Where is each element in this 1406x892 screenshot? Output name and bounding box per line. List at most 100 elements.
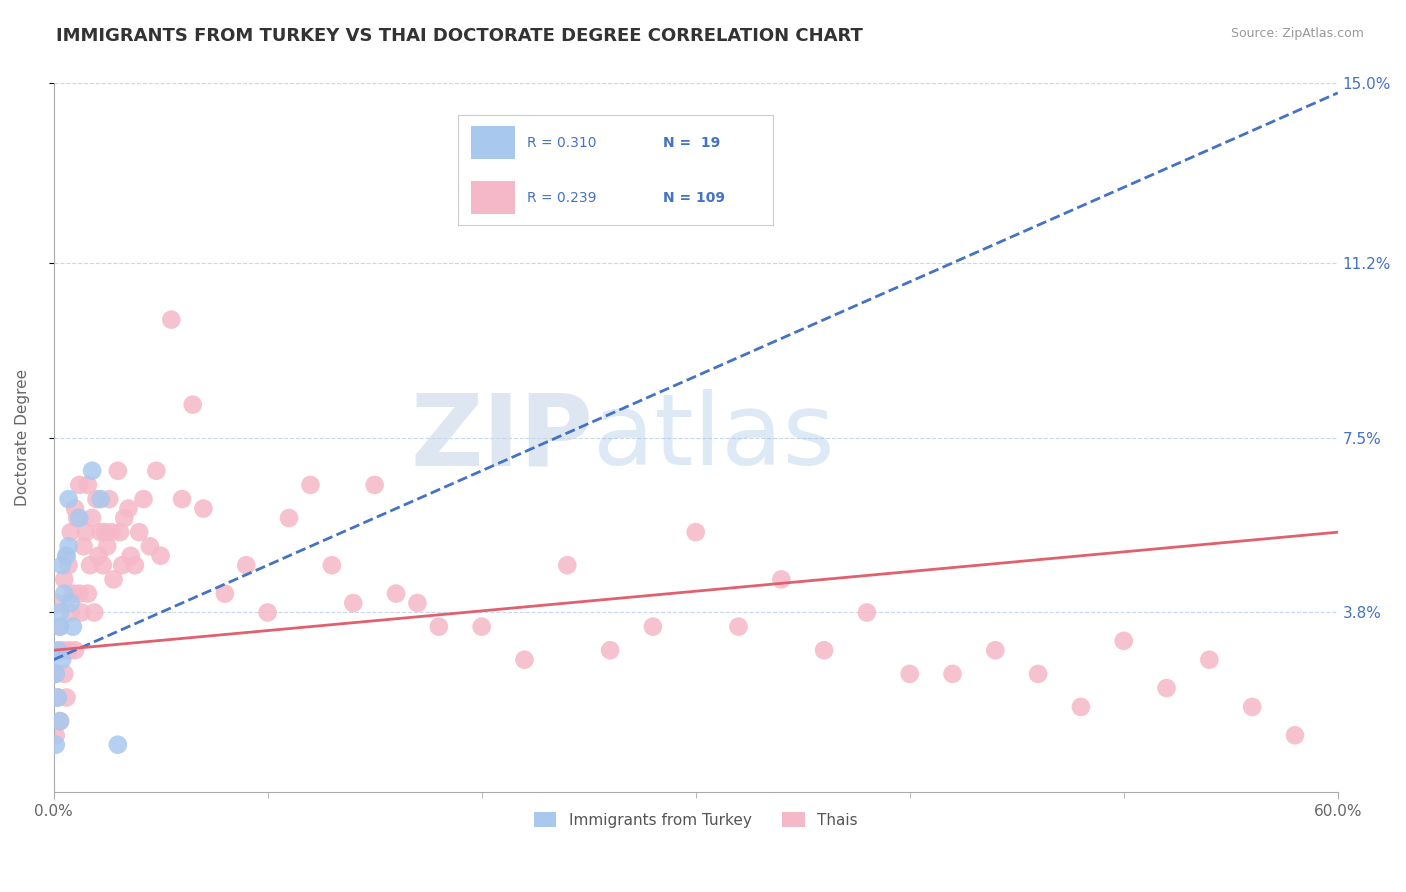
Point	[91, 558, 114, 573]
Point	[51, 653, 73, 667]
Point	[149, 549, 172, 563]
Point	[79, 558, 101, 573]
Point	[1026, 666, 1049, 681]
Point	[107, 464, 129, 478]
Point	[406, 596, 429, 610]
Point	[49, 606, 72, 620]
Point	[235, 558, 257, 573]
Point	[321, 558, 343, 573]
Point	[181, 398, 204, 412]
Point	[94, 525, 117, 540]
Point	[55, 690, 77, 705]
Point	[49, 714, 72, 728]
Point	[87, 549, 110, 563]
Point	[46, 690, 69, 705]
Point	[299, 478, 322, 492]
Point	[813, 643, 835, 657]
Point	[898, 666, 921, 681]
Point	[342, 596, 364, 610]
Legend: Immigrants from Turkey, Thais: Immigrants from Turkey, Thais	[527, 805, 863, 834]
Point	[100, 525, 122, 540]
Point	[770, 573, 793, 587]
Point	[117, 501, 139, 516]
Point	[55, 549, 77, 563]
Point	[53, 586, 76, 600]
Point	[75, 525, 97, 540]
Point	[66, 511, 89, 525]
Point	[256, 606, 278, 620]
Point	[427, 620, 450, 634]
Point	[63, 501, 86, 516]
Point	[1241, 700, 1264, 714]
Point	[278, 511, 301, 525]
Point	[599, 643, 621, 657]
Text: IMMIGRANTS FROM TURKEY VS THAI DOCTORATE DEGREE CORRELATION CHART: IMMIGRANTS FROM TURKEY VS THAI DOCTORATE…	[56, 27, 863, 45]
Text: Source: ZipAtlas.com: Source: ZipAtlas.com	[1230, 27, 1364, 40]
Point	[62, 586, 84, 600]
Point	[108, 525, 131, 540]
Point	[67, 586, 90, 600]
Point	[160, 312, 183, 326]
Point	[98, 492, 121, 507]
Point	[55, 549, 77, 563]
Point	[67, 478, 90, 492]
Point	[67, 511, 90, 525]
Point	[58, 558, 80, 573]
Point	[59, 525, 82, 540]
Point	[46, 596, 69, 610]
Point	[76, 478, 98, 492]
Point	[45, 666, 67, 681]
Point	[193, 501, 215, 516]
Point	[82, 464, 104, 478]
Point	[45, 738, 67, 752]
Point	[59, 606, 82, 620]
Point	[1198, 653, 1220, 667]
Point	[112, 511, 135, 525]
Text: ZIP: ZIP	[411, 389, 593, 486]
Point	[1070, 700, 1092, 714]
Point	[72, 539, 94, 553]
Point	[111, 558, 134, 573]
Point	[46, 643, 69, 657]
Point	[53, 666, 76, 681]
Point	[363, 478, 385, 492]
Point	[96, 539, 118, 553]
Point	[856, 606, 879, 620]
Point	[685, 525, 707, 540]
Point	[124, 558, 146, 573]
Point	[70, 606, 93, 620]
Point	[51, 643, 73, 657]
Point	[49, 620, 72, 634]
Point	[120, 549, 142, 563]
Point	[49, 620, 72, 634]
Point	[107, 738, 129, 752]
Point	[471, 620, 494, 634]
Text: atlas: atlas	[593, 389, 835, 486]
Point	[82, 511, 104, 525]
Point	[1284, 728, 1306, 742]
Point	[170, 492, 193, 507]
Point	[139, 539, 162, 553]
Point	[51, 558, 73, 573]
Y-axis label: Doctorate Degree: Doctorate Degree	[15, 369, 30, 507]
Point	[513, 653, 536, 667]
Point	[941, 666, 963, 681]
Point	[76, 586, 98, 600]
Point	[86, 492, 108, 507]
Point	[128, 525, 150, 540]
Point	[53, 573, 76, 587]
Point	[58, 539, 80, 553]
Point	[145, 464, 167, 478]
Point	[45, 666, 67, 681]
Point	[83, 606, 105, 620]
Point	[1156, 681, 1178, 695]
Point	[62, 620, 84, 634]
Point	[132, 492, 155, 507]
Point	[58, 492, 80, 507]
Point	[555, 558, 578, 573]
Point	[641, 620, 664, 634]
Point	[46, 690, 69, 705]
Point	[63, 643, 86, 657]
Point	[214, 586, 236, 600]
Point	[385, 586, 408, 600]
